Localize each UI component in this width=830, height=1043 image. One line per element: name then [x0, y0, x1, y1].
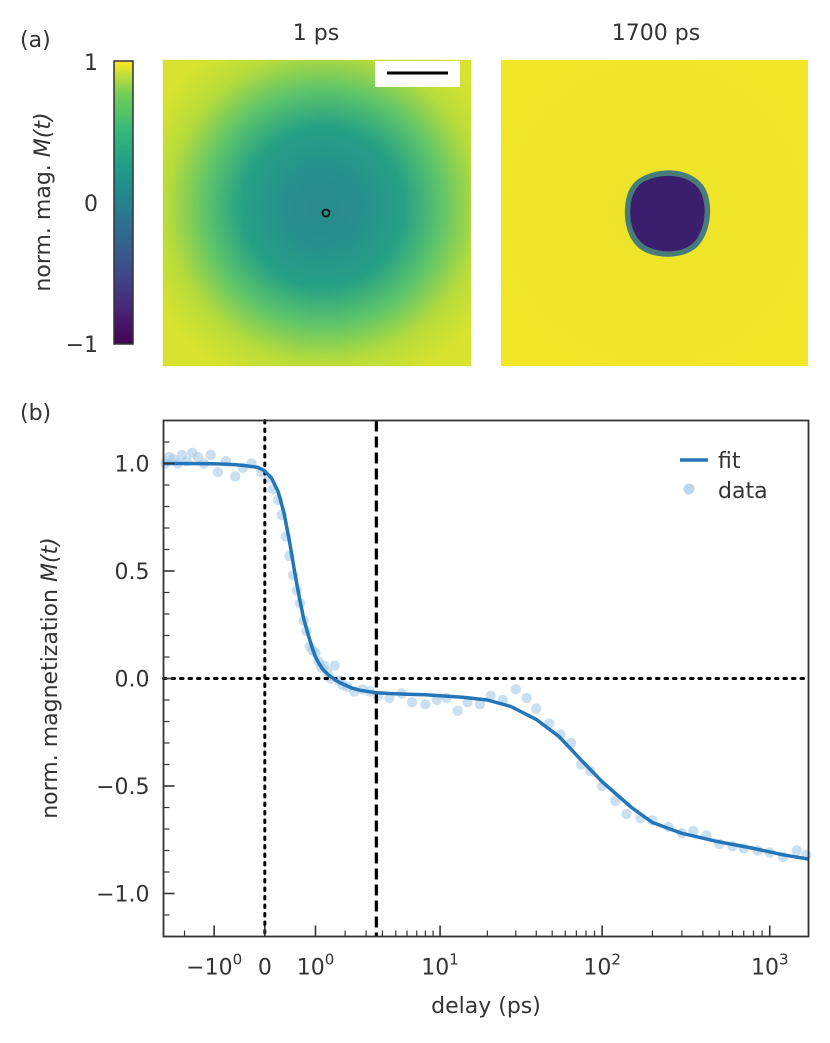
y-tick-label: 1.0	[115, 453, 150, 478]
data-point	[510, 684, 521, 695]
data-point	[791, 845, 803, 856]
y-axis-label-math: M(t)	[38, 537, 63, 582]
data-point	[329, 660, 340, 671]
magnetization-map	[163, 60, 471, 366]
data-point	[420, 699, 431, 710]
y-axis-label-text: norm. magnetization	[38, 582, 63, 819]
colorbar: 1 0 −1 norm. mag. M(t)	[31, 51, 134, 358]
image-1ps: 1 ps	[162, 21, 472, 367]
data-point	[521, 692, 532, 704]
colorbar-gradient	[113, 60, 134, 345]
data-points	[160, 447, 812, 863]
image-title: 1 ps	[293, 21, 339, 46]
colorbar-label: norm. mag. M(t)	[31, 112, 56, 291]
data-point	[621, 808, 632, 820]
data-point	[205, 449, 216, 461]
y-tick-label: 0.0	[115, 668, 150, 693]
legend-data-swatch	[683, 483, 695, 495]
image-border	[162, 59, 472, 367]
panel-a: (a) 1 0 −1 norm. mag. M(t) 1 ps 1700 ps	[20, 21, 808, 367]
data-point	[610, 795, 621, 807]
axis-ticks: 1.00.50.0−0.5−1.0−100 0 100 101 102 103	[96, 441, 789, 981]
image-1700ps: 1700 ps	[501, 21, 808, 366]
colorbar-label-math: M(t)	[31, 112, 56, 157]
x-tick-label: 103	[751, 951, 789, 981]
data-point	[452, 705, 463, 716]
legend: fit data	[680, 449, 768, 504]
panel-a-label: (a)	[20, 28, 51, 53]
center-marker	[321, 208, 331, 218]
y-axis-label: norm. magnetization M(t)	[38, 537, 63, 819]
fit-line	[163, 461, 809, 861]
x-tick-base: 10	[583, 956, 611, 981]
x-tick-label: 100	[297, 951, 335, 981]
y-tick-label: −1.0	[96, 883, 149, 908]
x-tick-base: 10	[751, 956, 779, 981]
x-tick-base: 0	[258, 956, 272, 981]
x-tick-exponent: 3	[779, 951, 789, 969]
x-axis-label: delay (ps)	[431, 994, 541, 1019]
data-point	[474, 699, 486, 710]
data-point	[485, 690, 496, 701]
x-tick-label: −100	[186, 951, 242, 981]
reversed-domain	[630, 175, 705, 252]
x-tick-label: 102	[583, 951, 621, 981]
x-tick-exponent: 0	[325, 951, 335, 969]
data-point	[406, 697, 418, 708]
colorbar-tick-label: 0	[84, 192, 98, 217]
x-tick-base: 10	[421, 956, 449, 981]
image-title: 1700 ps	[612, 21, 700, 46]
x-tick-base: −10	[186, 956, 232, 981]
panel-b: (b) 1.00.50.0−0.5−1.0−100 0 100 101 102 103 f…	[20, 401, 812, 1019]
x-tick-label: 0	[258, 956, 272, 981]
colorbar-tick-label: 1	[84, 51, 98, 76]
x-tick-exponent: 0	[233, 951, 243, 969]
y-tick-label: −0.5	[96, 775, 149, 800]
x-tick-label: 101	[421, 951, 459, 981]
data-point	[531, 703, 542, 714]
data-point	[230, 471, 241, 482]
x-tick-exponent: 1	[449, 951, 459, 969]
x-tick-exponent: 2	[611, 951, 621, 969]
x-tick-base: 10	[297, 956, 325, 981]
colorbar-label-text: norm. mag.	[31, 157, 56, 291]
legend-fit-label: fit	[718, 449, 741, 474]
colorbar-tick-label: −1	[66, 333, 98, 358]
y-tick-label: 0.5	[115, 560, 150, 585]
data-point	[212, 466, 224, 478]
panel-b-label: (b)	[20, 401, 51, 426]
legend-data-label: data	[718, 479, 768, 504]
plot-marks	[160, 419, 812, 938]
